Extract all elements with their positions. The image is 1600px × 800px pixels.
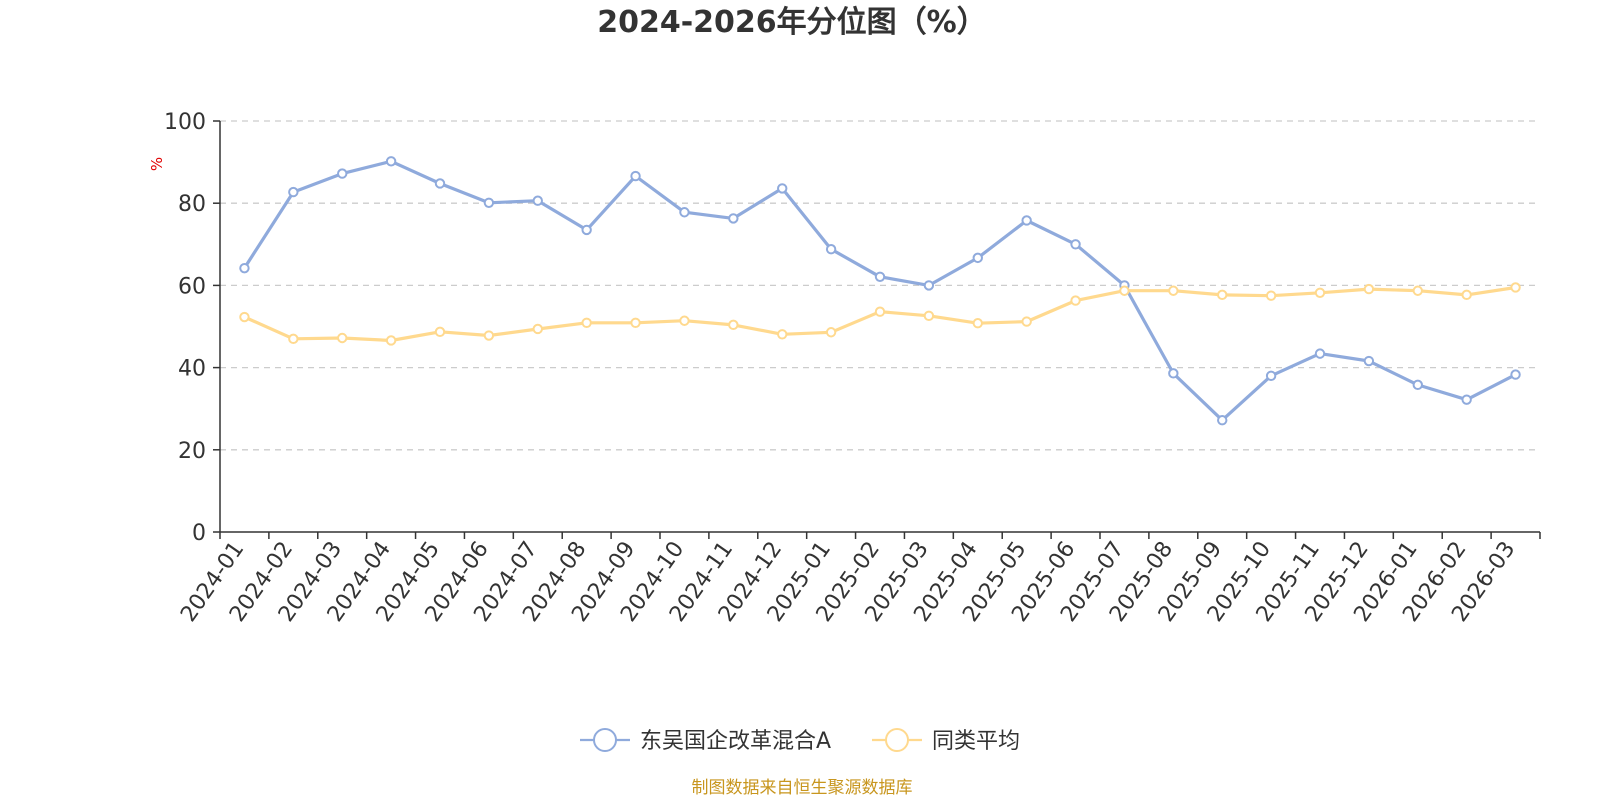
data-point-series-2[interactable] (1412, 285, 1423, 296)
data-point-series-1[interactable] (923, 280, 935, 291)
data-point-series-1[interactable] (1168, 368, 1179, 379)
data-point-series-2[interactable] (728, 319, 739, 331)
data-point-series-1[interactable] (581, 224, 592, 236)
data-point-series-2[interactable] (874, 306, 886, 317)
data-point-series-1[interactable] (1070, 239, 1081, 250)
data-point-series-2[interactable] (1461, 289, 1472, 301)
data-point-series-2[interactable] (239, 311, 250, 323)
data-point-series-2[interactable] (972, 318, 983, 329)
data-point-series-1[interactable] (532, 195, 543, 206)
legend-item-2[interactable]: 同类平均 (872, 728, 1020, 754)
series-line-1 (243, 159, 1517, 422)
data-point-series-1[interactable] (1217, 415, 1228, 426)
data-point-series-1[interactable] (483, 197, 495, 208)
data-point-series-1[interactable] (1363, 355, 1375, 367)
data-point-series-2[interactable] (1119, 285, 1130, 296)
data-point-series-2[interactable] (483, 330, 495, 341)
legend-marker (885, 728, 909, 752)
data-point-series-2[interactable] (923, 310, 935, 322)
data-point-series-2[interactable] (385, 335, 397, 346)
chart-title: 2024-2026年分位图（%） (597, 5, 987, 40)
y-tick-label: 100 (164, 110, 206, 135)
series-lines (239, 156, 1521, 426)
data-point-series-2[interactable] (777, 329, 788, 340)
data-point-series-1[interactable] (630, 170, 641, 182)
axes: 0204060801002024-012024-022024-032024-04… (164, 110, 1541, 627)
data-point-series-1[interactable] (1314, 348, 1326, 359)
data-point-series-2[interactable] (679, 315, 690, 326)
y-tick-label: 80 (178, 192, 206, 217)
data-point-series-2[interactable] (1168, 285, 1179, 296)
data-point-series-1[interactable] (728, 213, 739, 224)
data-point-series-1[interactable] (239, 262, 250, 274)
data-point-series-1[interactable] (1412, 379, 1423, 391)
data-point-series-2[interactable] (1217, 289, 1228, 301)
data-point-series-1[interactable] (337, 168, 348, 179)
y-tick-label: 60 (178, 274, 206, 299)
data-point-series-2[interactable] (1070, 295, 1081, 306)
legend-marker (593, 728, 617, 752)
data-point-series-1[interactable] (288, 186, 299, 198)
data-point-series-1[interactable] (434, 178, 446, 189)
data-point-series-1[interactable] (777, 183, 788, 194)
y-tick-label: 0 (192, 521, 206, 546)
data-point-series-1[interactable] (1265, 370, 1277, 382)
data-point-series-1[interactable] (825, 244, 837, 255)
legend-item-1[interactable]: 东吴国企改革混合A (580, 728, 831, 754)
data-point-series-2[interactable] (1314, 287, 1326, 298)
data-point-series-2[interactable] (1265, 290, 1277, 301)
data-point-series-2[interactable] (825, 327, 837, 338)
data-point-series-2[interactable] (337, 332, 348, 344)
data-point-series-1[interactable] (1021, 215, 1032, 226)
legend[interactable]: 东吴国企改革混合A 同类平均 (580, 728, 1020, 754)
y-tick-label: 40 (178, 357, 206, 382)
data-point-series-2[interactable] (1021, 316, 1032, 327)
legend-label: 东吴国企改革混合A (640, 729, 831, 754)
data-point-series-2[interactable] (1510, 282, 1521, 293)
data-point-series-2[interactable] (288, 333, 299, 345)
data-point-series-1[interactable] (874, 271, 886, 282)
gridlines (220, 120, 1540, 451)
data-point-series-1[interactable] (972, 252, 983, 264)
data-point-series-1[interactable] (385, 156, 397, 167)
legend-label: 同类平均 (932, 729, 1020, 754)
data-point-series-2[interactable] (434, 326, 446, 338)
data-point-series-1[interactable] (1461, 394, 1472, 405)
data-point-series-2[interactable] (581, 317, 592, 329)
data-point-series-1[interactable] (1510, 369, 1521, 380)
data-point-series-2[interactable] (630, 317, 641, 329)
data-point-series-2[interactable] (532, 323, 543, 335)
y-tick-label: 20 (178, 439, 206, 464)
y-axis-unit-label: % (148, 157, 166, 171)
data-point-series-1[interactable] (679, 207, 690, 218)
data-point-series-2[interactable] (1363, 283, 1375, 295)
data-source-note: 制图数据来自恒生聚源数据库 (692, 778, 913, 798)
